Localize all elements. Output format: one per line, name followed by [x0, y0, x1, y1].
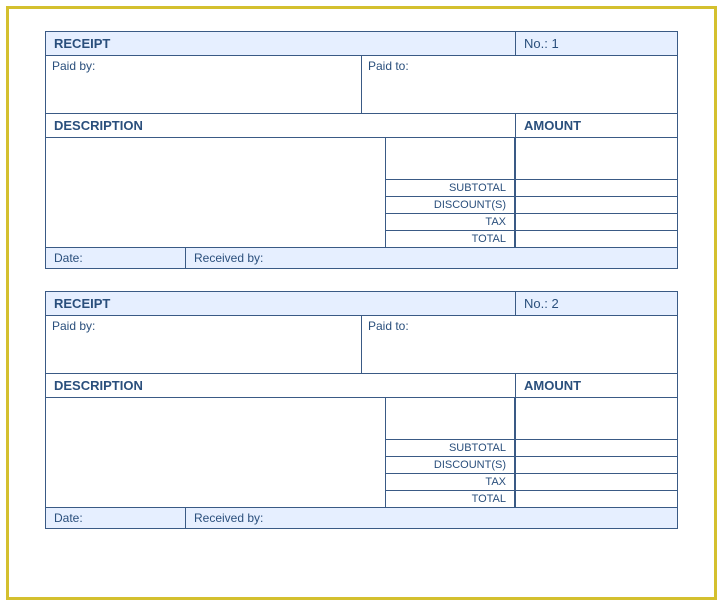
receipt-number: No.: 2	[515, 291, 678, 316]
discount-amount	[515, 197, 678, 214]
blank-amount	[515, 398, 678, 440]
footer-row: Date: Received by:	[45, 508, 678, 529]
lines-block: SUBTOTAL DISCOUNT(S) TAX TOTAL	[385, 398, 678, 508]
date-cell: Date:	[45, 248, 185, 269]
description-header: DESCRIPTION	[45, 114, 515, 138]
blank-line	[385, 398, 678, 440]
subtotal-label: SUBTOTAL	[385, 180, 515, 197]
tax-amount	[515, 214, 678, 231]
subtotal-amount	[515, 440, 678, 457]
amount-header: AMOUNT	[515, 374, 678, 398]
total-row: TOTAL	[385, 491, 678, 508]
receipt-2: RECEIPT No.: 2 Paid by: Paid to: DESCRIP…	[45, 291, 678, 529]
subtotal-row: SUBTOTAL	[385, 180, 678, 197]
paid-by-cell: Paid by:	[45, 316, 361, 374]
paid-to-cell: Paid to:	[361, 56, 678, 114]
total-amount	[515, 231, 678, 248]
total-row: TOTAL	[385, 231, 678, 248]
receipt-no-label: No.:	[524, 36, 548, 51]
receipt-header-row: RECEIPT No.: 1	[45, 31, 678, 56]
blank-label	[385, 398, 515, 440]
description-area	[45, 138, 385, 248]
paid-row: Paid by: Paid to:	[45, 56, 678, 114]
tax-row: TAX	[385, 214, 678, 231]
receipt-number: No.: 1	[515, 31, 678, 56]
subtotal-label: SUBTOTAL	[385, 440, 515, 457]
paid-row: Paid by: Paid to:	[45, 316, 678, 374]
discount-amount	[515, 457, 678, 474]
subtotal-row: SUBTOTAL	[385, 440, 678, 457]
total-amount	[515, 491, 678, 508]
receipt-1: RECEIPT No.: 1 Paid by: Paid to: DESCRIP…	[45, 31, 678, 269]
footer-row: Date: Received by:	[45, 248, 678, 269]
content-block: SUBTOTAL DISCOUNT(S) TAX TOTAL	[45, 398, 678, 508]
discount-row: DISCOUNT(S)	[385, 197, 678, 214]
receipt-no-value: 2	[551, 296, 558, 311]
paid-to-cell: Paid to:	[361, 316, 678, 374]
tax-label: TAX	[385, 474, 515, 491]
tax-amount	[515, 474, 678, 491]
lines-block: SUBTOTAL DISCOUNT(S) TAX TOTAL	[385, 138, 678, 248]
received-by-cell: Received by:	[185, 508, 678, 529]
date-cell: Date:	[45, 508, 185, 529]
amount-header: AMOUNT	[515, 114, 678, 138]
receipt-title: RECEIPT	[45, 31, 515, 56]
received-by-cell: Received by:	[185, 248, 678, 269]
description-area	[45, 398, 385, 508]
page-frame: RECEIPT No.: 1 Paid by: Paid to: DESCRIP…	[6, 6, 717, 600]
total-label: TOTAL	[385, 491, 515, 508]
blank-amount	[515, 138, 678, 180]
receipt-no-value: 1	[551, 36, 558, 51]
discount-label: DISCOUNT(S)	[385, 197, 515, 214]
paid-by-cell: Paid by:	[45, 56, 361, 114]
discount-row: DISCOUNT(S)	[385, 457, 678, 474]
description-header: DESCRIPTION	[45, 374, 515, 398]
content-block: SUBTOTAL DISCOUNT(S) TAX TOTAL	[45, 138, 678, 248]
blank-label	[385, 138, 515, 180]
total-label: TOTAL	[385, 231, 515, 248]
receipt-title: RECEIPT	[45, 291, 515, 316]
discount-label: DISCOUNT(S)	[385, 457, 515, 474]
description-header-row: DESCRIPTION AMOUNT	[45, 114, 678, 138]
receipt-no-label: No.:	[524, 296, 548, 311]
subtotal-amount	[515, 180, 678, 197]
blank-line	[385, 138, 678, 180]
tax-row: TAX	[385, 474, 678, 491]
receipt-header-row: RECEIPT No.: 2	[45, 291, 678, 316]
tax-label: TAX	[385, 214, 515, 231]
description-header-row: DESCRIPTION AMOUNT	[45, 374, 678, 398]
